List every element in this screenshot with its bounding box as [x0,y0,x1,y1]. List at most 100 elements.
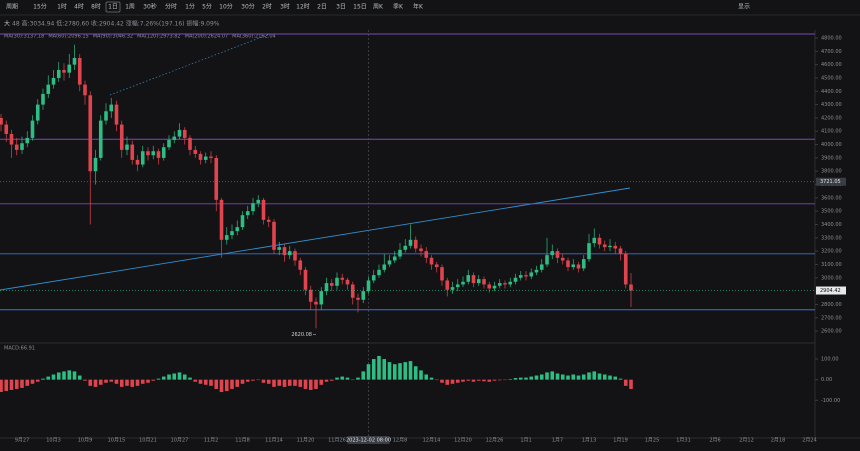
active-period-box [105,1,121,13]
x-tick-label: 2月6 [709,438,720,444]
macd-bar [550,371,555,380]
candle-body [471,275,476,284]
candle-body [125,144,129,150]
macd-bar [130,379,135,387]
macd-bar [109,379,114,382]
macd-bar [629,379,633,389]
candle-body [529,272,534,277]
period-button[interactable]: 周K [373,4,384,11]
macd-bar [466,379,471,381]
y-tick-label: 3900.00 [821,155,842,161]
macd-bar [308,379,313,390]
crosshair-label: 2023-12-02 08:00 [346,438,391,444]
macd-bar [476,379,481,381]
macd-bar [345,377,350,380]
candle-body [571,264,576,268]
macd-bar [209,379,213,386]
period-button[interactable]: 5分 [202,3,212,11]
candle-body [203,156,208,160]
candle-body [146,151,150,156]
x-tick-label: 2月12 [739,438,754,444]
y-tick-label: 3000.00 [821,275,842,281]
period-button[interactable]: 2日 [317,4,327,11]
candle-body [119,124,124,150]
period-button[interactable]: 1日 [108,4,118,11]
macd-bar [497,379,502,381]
candle-body [303,269,308,290]
macd-bar [487,379,492,382]
macd-bar [429,377,434,380]
period-button[interactable]: 周期 [6,3,18,11]
macd-bar [114,379,119,384]
candle-body [72,57,77,65]
candle-body [256,199,261,204]
candle-body [198,153,203,160]
candle-body [177,129,182,137]
candle-body [93,157,98,172]
candle-body [534,269,539,273]
period-button[interactable]: 1周 [125,4,135,11]
candle-body [608,245,612,248]
macd-bar [140,379,145,384]
period-button[interactable]: 季K [393,3,404,11]
period-button[interactable]: 分时 [165,3,177,11]
macd-bar [146,379,150,383]
candle-body [545,255,549,265]
period-button[interactable]: 12时 [296,3,310,11]
y-tick-label: 3200.00 [821,249,842,255]
ma-legend: MA(60):2096.15 [48,34,88,40]
y-tick-label: 4200.00 [821,115,842,121]
candle-body [503,283,507,285]
macd-bar [62,371,66,380]
period-button[interactable]: 30分 [241,3,255,11]
macd-bar [14,379,19,389]
candle-body [403,245,408,250]
macd-bar [35,379,40,382]
toolbar-button[interactable]: 显示 [738,4,750,11]
ma-legend: MA(90):3046.32 [93,34,133,40]
period-button[interactable]: 4时 [74,3,84,11]
macd-bar [224,379,229,392]
candle-body [371,275,376,281]
period-button[interactable]: 2时 [262,3,272,11]
candle-body [282,247,287,256]
candle-body [629,284,633,291]
macd-bar [587,372,591,380]
period-button[interactable]: 15日 [353,4,367,11]
period-button[interactable]: 3日 [336,4,346,11]
candle-body [230,231,234,236]
macd-bar [413,366,418,380]
macd-bar [98,379,103,385]
candle-body [618,248,623,254]
macd-bar [245,379,250,382]
period-button[interactable]: 1时 [57,3,67,11]
macd-bar [25,379,30,386]
candle-body [518,275,523,278]
macd-bar [613,376,618,380]
ma-legend: MA(200):2624.07 [185,34,229,40]
candle-body [109,104,114,112]
period-button[interactable]: 10分 [219,3,233,11]
candle-body [62,69,66,73]
macd-bar [524,377,528,380]
candle-body [98,120,103,158]
period-button[interactable]: 3时 [280,3,290,11]
macd-bar [203,379,208,385]
macd-bar [88,379,93,386]
candle-body [445,280,450,290]
candle-body [513,277,518,282]
candle-body [266,219,271,222]
candle-body [340,277,345,280]
candle-body [550,251,555,256]
period-button[interactable]: 8时 [91,3,101,11]
period-button[interactable]: 年K [413,3,424,11]
period-button[interactable]: 15分 [33,3,47,11]
macd-bar [41,378,45,380]
macd-bar [151,379,156,381]
period-button[interactable]: 1分 [185,3,195,11]
macd-bar [581,374,586,380]
candle-body [576,264,581,269]
candle-body [408,239,413,246]
period-button[interactable]: 30秒 [143,3,157,11]
